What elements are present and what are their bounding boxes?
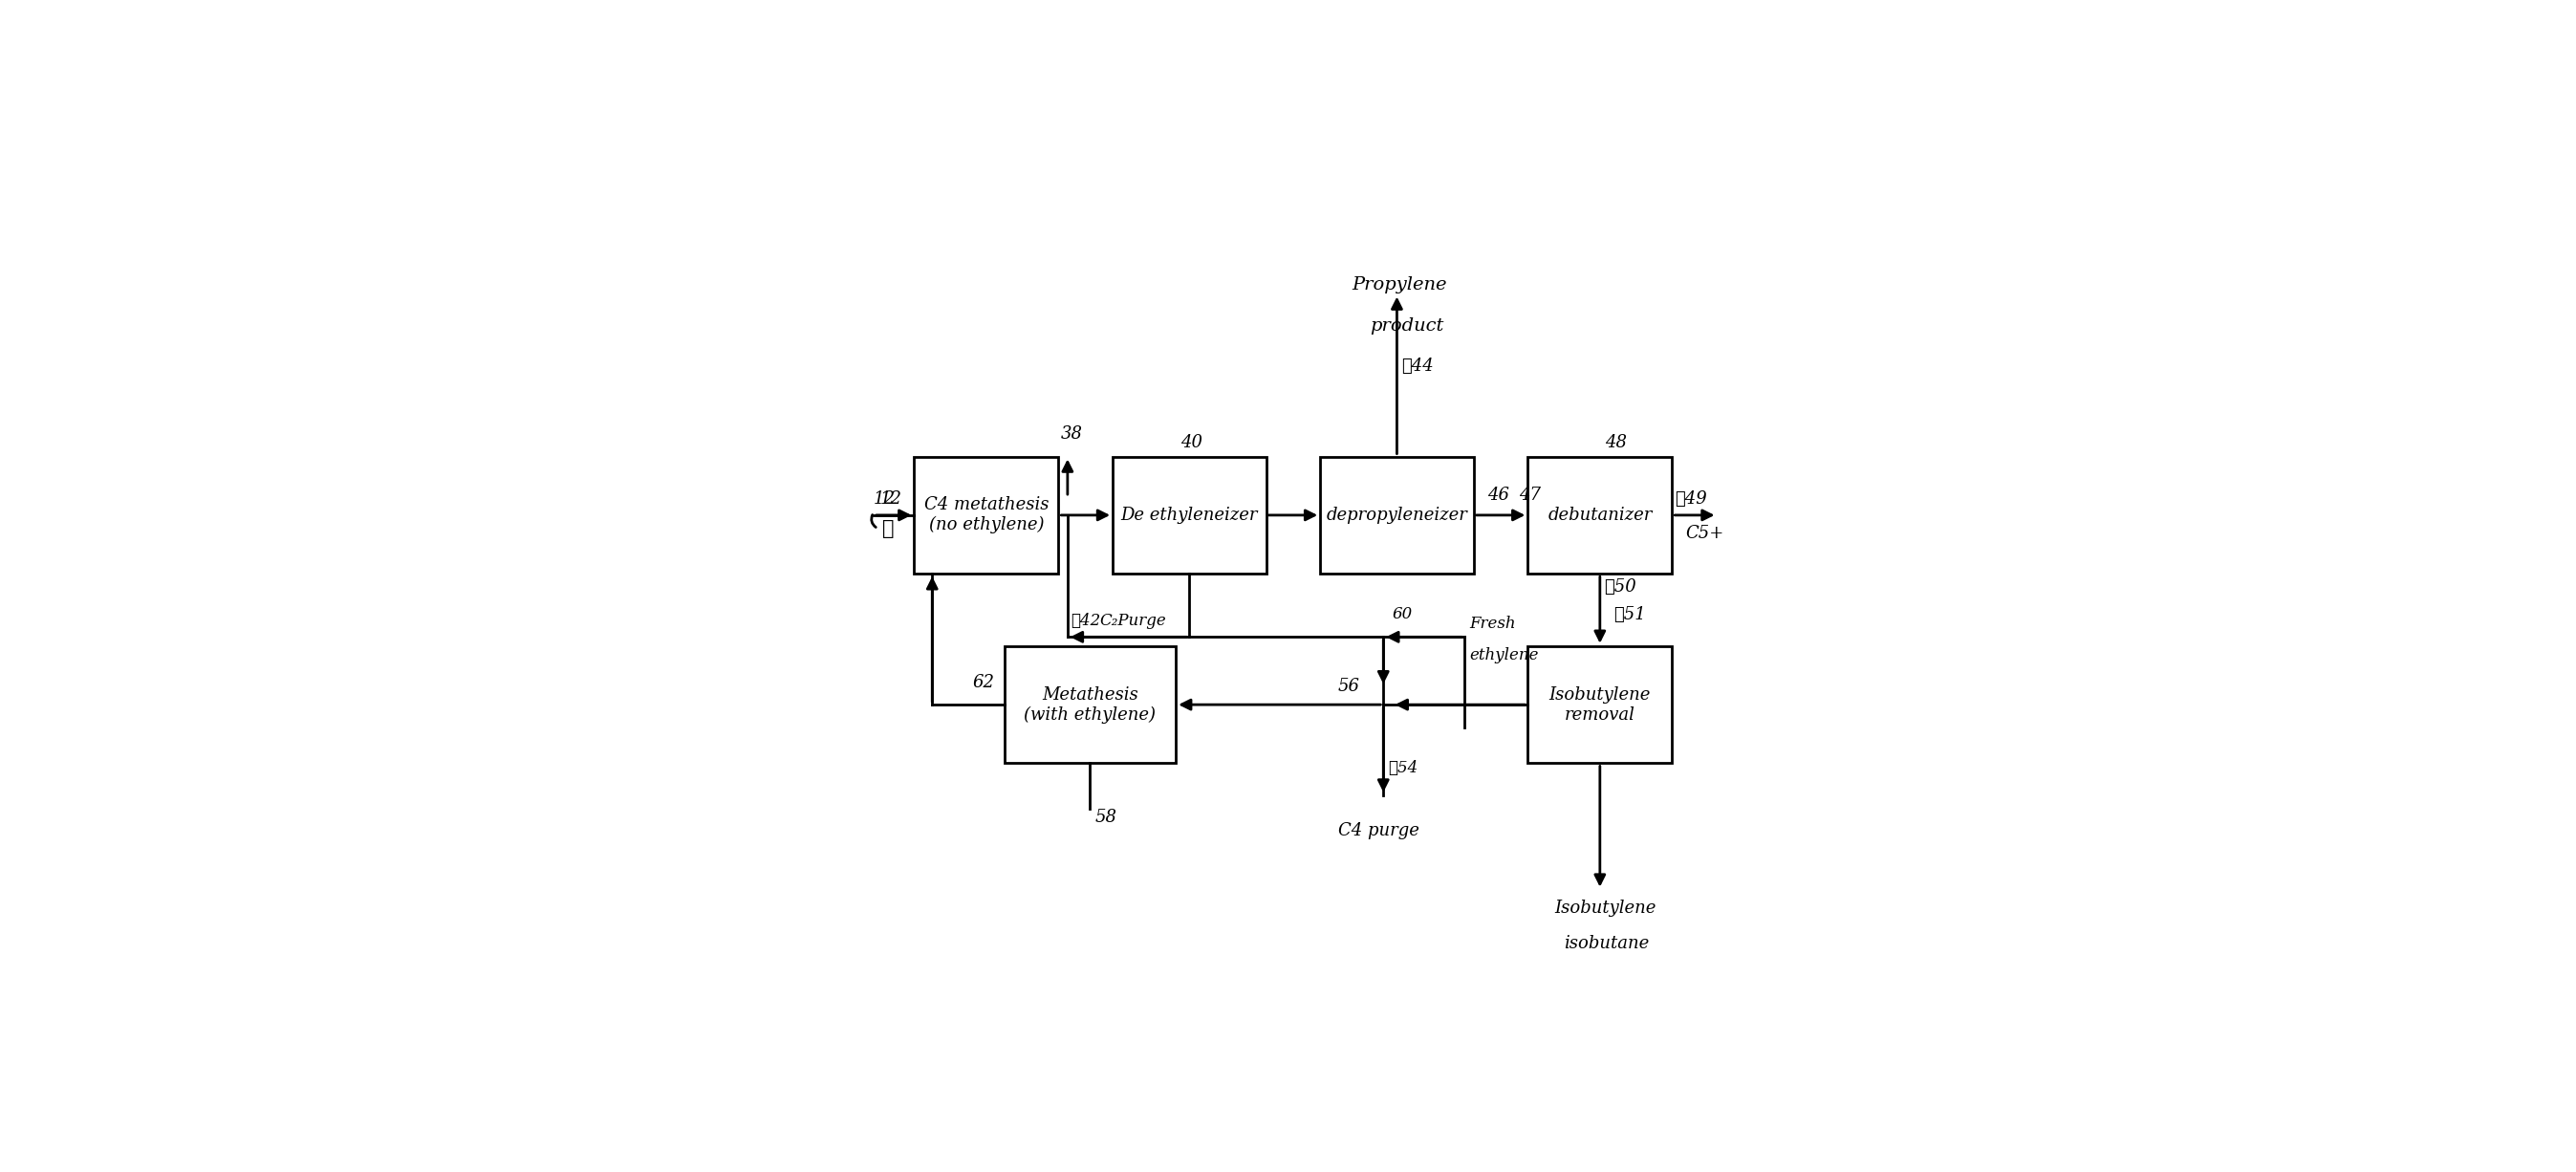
Bar (1528, 456, 1672, 574)
Text: depropyleneizer: depropyleneizer (1327, 506, 1468, 524)
Bar (1319, 456, 1473, 574)
Text: Metathesis
(with ethylene): Metathesis (with ethylene) (1025, 686, 1157, 723)
Text: 47: 47 (1520, 486, 1540, 504)
Text: ℓ: ℓ (884, 519, 894, 538)
Text: ∰54: ∰54 (1388, 759, 1417, 776)
Text: 62: 62 (974, 674, 994, 690)
Text: ∰49: ∰49 (1674, 490, 1708, 507)
Text: isobutane: isobutane (1564, 935, 1649, 953)
Text: Propylene: Propylene (1352, 277, 1448, 294)
Text: C₂Purge: C₂Purge (1100, 613, 1167, 629)
Text: 12: 12 (873, 490, 896, 507)
Text: product: product (1370, 318, 1443, 334)
Text: ∰44: ∰44 (1401, 357, 1435, 375)
Text: Isobutylene
removal: Isobutylene removal (1548, 686, 1651, 723)
Text: 40: 40 (1180, 435, 1203, 451)
Text: 48: 48 (1605, 435, 1625, 451)
Text: debutanizer: debutanizer (1548, 506, 1651, 524)
Bar (1528, 646, 1672, 763)
Text: ∰51: ∰51 (1613, 606, 1646, 624)
Text: C4 metathesis
(no ethylene): C4 metathesis (no ethylene) (925, 497, 1048, 533)
Text: 56: 56 (1340, 679, 1360, 695)
Text: ∰50: ∰50 (1605, 579, 1636, 595)
Bar (1113, 456, 1265, 574)
Text: Fresh: Fresh (1468, 615, 1515, 632)
Text: 12: 12 (881, 490, 902, 507)
Text: 60: 60 (1394, 606, 1412, 622)
Text: Isobutylene: Isobutylene (1556, 899, 1656, 917)
Bar (914, 456, 1059, 574)
Text: 38: 38 (1061, 425, 1082, 443)
Text: 46: 46 (1486, 486, 1510, 504)
Text: C5+: C5+ (1685, 525, 1723, 541)
Text: ethylene: ethylene (1468, 647, 1538, 663)
Text: De ethyleneizer: De ethyleneizer (1121, 506, 1257, 524)
Bar (1005, 646, 1175, 763)
Text: ∰42: ∰42 (1069, 613, 1100, 629)
Text: 58: 58 (1095, 809, 1115, 826)
Text: C4 purge: C4 purge (1340, 823, 1419, 839)
